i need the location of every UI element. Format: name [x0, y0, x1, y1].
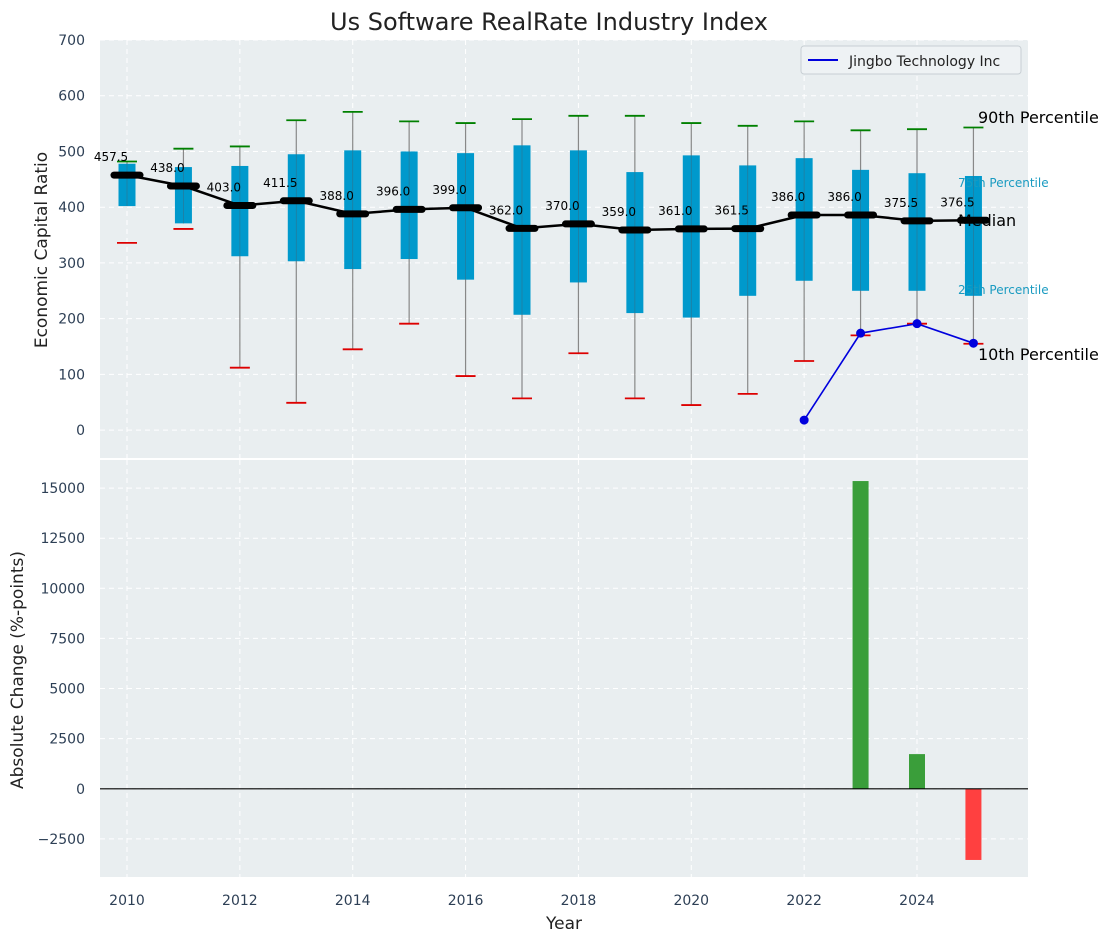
median-value-label: 411.5 [263, 176, 297, 190]
median-value-label: 386.0 [771, 190, 805, 204]
median-value-label: 403.0 [207, 181, 241, 195]
change-bar [909, 754, 925, 789]
median-value-label: 388.0 [320, 189, 354, 203]
median-polyline [126, 173, 974, 232]
change-bars [852, 481, 982, 860]
legend: Jingbo Technology Inc [800, 45, 1022, 75]
annotation-p75: 75th Percentile [958, 176, 1049, 190]
bottom-y-tick-label: 2500 [49, 732, 85, 748]
chart-title: Us Software RealRate Industry Index [330, 8, 768, 36]
median-value-label: 361.0 [658, 204, 692, 218]
company-point [856, 328, 866, 338]
median-value-label: 370.0 [545, 199, 579, 213]
bottom-y-tick-label: 5000 [49, 682, 85, 698]
median-value-label: 386.0 [827, 190, 861, 204]
bottom-y-tick-label: −2500 [38, 832, 85, 848]
top-y-ticks: 0 100 200 300 400 500 600 700 [58, 33, 85, 439]
top-y-tick-label: 100 [58, 367, 85, 383]
bottom-y-tick-label: 0 [76, 782, 85, 798]
top-y-tick-label: 500 [58, 144, 85, 160]
median-value-labels: 457.5 438.0 403.0 411.5 388.0 396.0 399.0 362.0… [94, 150, 975, 219]
median-value-label: 399.0 [432, 183, 466, 197]
x-tick-label: 2020 [673, 893, 709, 909]
median-value-label: 438.0 [150, 161, 184, 175]
median-value-label: 362.0 [489, 203, 523, 217]
top-y-tick-label: 400 [58, 200, 85, 216]
median-value-label: 457.5 [94, 150, 128, 164]
bottom-y-tick-label: 10000 [40, 581, 85, 597]
company-series [799, 319, 978, 425]
bottom-y-axis-label: Absolute Change (%-points) [8, 551, 28, 789]
annotation-p90: 90th Percentile [978, 108, 1099, 127]
top-plot-area [100, 40, 1028, 458]
bottom-y-tick-label: 7500 [49, 631, 85, 647]
annotation-median: Median [958, 211, 1016, 230]
x-tick-label: 2018 [561, 893, 597, 909]
company-point [799, 415, 809, 425]
top-y-tick-label: 200 [58, 312, 85, 328]
median-value-label: 359.0 [602, 205, 636, 219]
x-tick-label: 2016 [448, 893, 484, 909]
top-y-tick-label: 0 [76, 423, 85, 439]
median-value-label: 375.5 [884, 196, 918, 210]
company-point [968, 338, 978, 348]
x-axis-label: Year [545, 914, 582, 934]
x-tick-label: 2012 [222, 893, 258, 909]
change-bar [852, 481, 869, 789]
median-value-label: 361.5 [715, 204, 749, 218]
x-ticks: 2010 2012 2014 2016 2018 2020 2022 2024 [109, 893, 935, 909]
annotation-p10: 10th Percentile [978, 345, 1099, 364]
x-tick-label: 2022 [786, 893, 822, 909]
bottom-plot-area [100, 460, 1028, 877]
median-value-label: 396.0 [376, 184, 410, 198]
median-series [110, 171, 990, 234]
company-line [803, 322, 974, 421]
x-tick-label: 2010 [109, 893, 145, 909]
x-tick-label: 2024 [899, 893, 935, 909]
legend-label-company: Jingbo Technology Inc [848, 54, 1000, 70]
legend-box [800, 45, 1022, 75]
bottom-y-ticks: −2500 0 2500 5000 7500 10000 12500 15000 [38, 481, 85, 848]
company-point [912, 319, 922, 329]
top-y-tick-label: 600 [58, 89, 85, 105]
median-value-label: 376.5 [940, 195, 974, 209]
top-y-tick-label: 700 [58, 33, 85, 49]
top-y-axis-label: Economic Capital Ratio [32, 152, 52, 348]
annotation-p25: 25th Percentile [958, 283, 1049, 297]
x-tick-label: 2014 [335, 893, 371, 909]
change-bar [965, 788, 982, 860]
bottom-y-tick-label: 15000 [40, 481, 85, 497]
top-y-tick-label: 300 [58, 256, 85, 272]
bottom-y-tick-label: 12500 [40, 531, 85, 547]
